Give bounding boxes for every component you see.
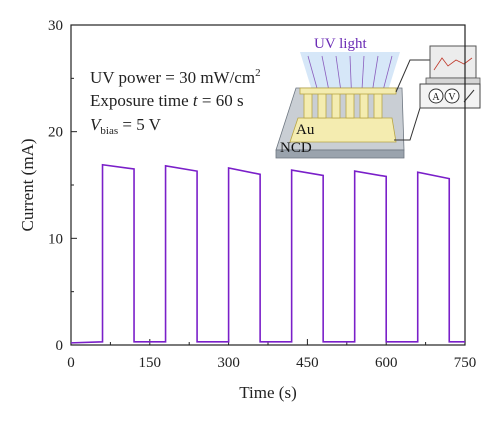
inset-computer-screen: [429, 45, 477, 79]
annotation-uv-power: UV power = 30 mW/cm2: [90, 67, 261, 87]
ncd-substrate-side: [275, 149, 405, 159]
inset-voltmeter: [444, 88, 460, 104]
x-tick-label: 150: [139, 355, 162, 371]
inset-ammeter: [428, 88, 444, 104]
inset-ncd-label: NCD: [280, 140, 312, 156]
x-tick-label: 450: [296, 355, 319, 371]
x-tick-label: 750: [454, 355, 477, 371]
inset-wire-top: [395, 59, 430, 93]
y-tick-label: 30: [48, 18, 63, 34]
inset-uv-light-label: UV light: [314, 36, 367, 52]
x-tick-label: 300: [217, 355, 240, 371]
y-tick-label: 10: [48, 231, 63, 247]
y-tick-label: 0: [56, 338, 64, 354]
inset-switch: [463, 89, 475, 103]
inset-computer-base: [425, 77, 481, 85]
au-fingers: [299, 87, 397, 119]
axis-tick-labels: 0 150 300 450 600 750 0 10 20 30: [48, 18, 476, 371]
inset-diagram: A V UV light Au NCD: [275, 36, 481, 159]
inset-au-label: Au: [296, 122, 315, 138]
inset-ammeter-label: A: [432, 92, 440, 103]
y-axis-label: Current (mA): [18, 138, 37, 231]
y-tick-label: 20: [48, 125, 63, 141]
annotation-exposure-time: Exposure time t = 60 s: [90, 91, 244, 110]
annotation-vbias: Vbias = 5 V: [90, 115, 162, 137]
x-tick-label: 600: [375, 355, 398, 371]
x-tick-label: 0: [67, 355, 75, 371]
inset-voltmeter-label: V: [448, 92, 456, 103]
x-axis-label: Time (s): [239, 383, 296, 402]
series-line: [70, 163, 465, 344]
